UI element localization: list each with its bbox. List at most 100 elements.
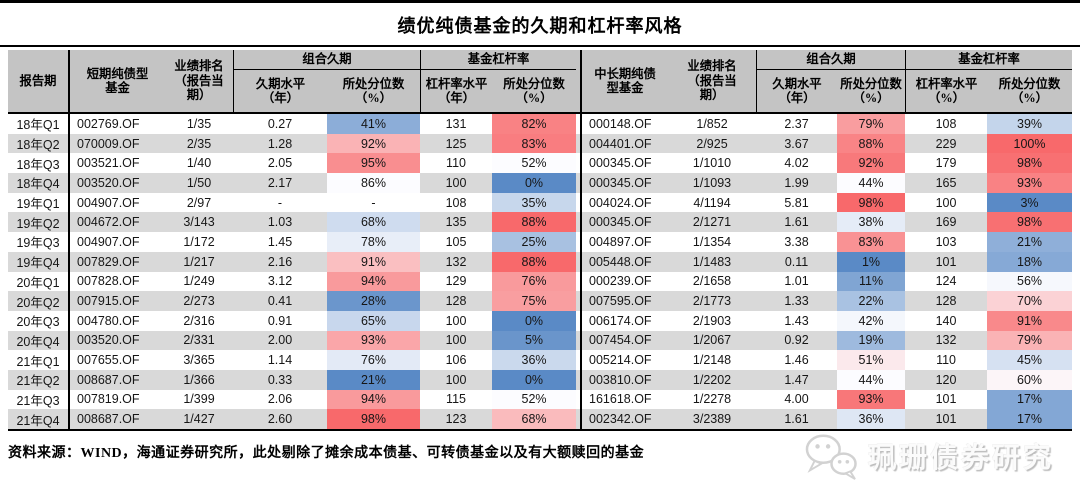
table-row: 18年Q2 070009.OF 2/35 1.28 92% 125 83% 004401.OF…: [8, 133, 1073, 154]
short-duration-cell: 1.03: [233, 212, 327, 233]
long-fund-code-cell: 004401.OF: [582, 133, 669, 154]
long-duration-cell: 2.37: [756, 114, 838, 134]
short-duration-cell: -: [233, 192, 327, 213]
long-leverage-pct-cell: 56%: [987, 271, 1073, 292]
short-duration-pct-cell: 68%: [327, 212, 421, 233]
short-rank-cell: 1/40: [165, 153, 233, 174]
period-cell: 21年Q3: [8, 389, 70, 410]
short-leverage-cell: 125: [420, 133, 493, 154]
period-cell: 20年Q2: [8, 291, 70, 311]
short-duration-pct-cell: 28%: [327, 291, 421, 311]
header-duration-group-right: 组合久期: [756, 50, 906, 70]
table-row: 20年Q1 007828.OF 1/249 3.12 94% 129 76% 000239.O…: [8, 271, 1073, 292]
short-duration-pct-cell: 76%: [327, 350, 421, 370]
short-rank-cell: 2/316: [165, 310, 233, 331]
long-rank-cell: 1/1354: [668, 232, 757, 252]
half-divider-cell: [576, 350, 583, 370]
short-duration-cell: 0.91: [233, 310, 327, 331]
long-duration-cell: 1.99: [756, 173, 838, 193]
table-row: 18年Q4 003520.OF 1/50 2.17 86% 100 0% 000345.OF 1…: [8, 173, 1073, 193]
short-duration-cell: 2.17: [233, 173, 327, 193]
table-row: 19年Q2 004672.OF 3/143 1.03 68% 135 88% 000345.O…: [8, 212, 1073, 233]
short-leverage-pct-cell: 88%: [492, 212, 577, 233]
short-fund-code-cell: 007829.OF: [70, 251, 165, 272]
half-divider-cell: [576, 192, 583, 213]
long-rank-cell: 4/1194: [668, 192, 757, 213]
table-row: 20年Q3 004780.OF 2/316 0.91 65% 100 0% 006174.OF…: [8, 310, 1073, 331]
short-duration-cell: 0.27: [233, 114, 327, 134]
half-divider-cell: [576, 409, 583, 429]
long-duration-cell: 0.11: [756, 251, 838, 272]
short-duration-cell: 2.00: [233, 330, 327, 351]
short-fund-code-cell: 004780.OF: [70, 310, 165, 331]
short-leverage-cell: 108: [420, 192, 493, 213]
long-rank-cell: 2/1903: [668, 310, 757, 331]
short-rank-cell: 2/273: [165, 291, 233, 311]
short-duration-pct-cell: 93%: [327, 330, 421, 351]
half-divider-cell: [576, 232, 583, 252]
short-fund-code-cell: 008687.OF: [70, 409, 165, 429]
long-fund-code-cell: 000345.OF: [582, 153, 669, 174]
long-duration-pct-cell: 44%: [837, 369, 906, 390]
half-divider-cell: [576, 114, 583, 134]
long-leverage-pct-cell: 91%: [987, 310, 1073, 331]
short-leverage-pct-cell: 0%: [492, 310, 577, 331]
long-leverage-cell: 110: [905, 350, 988, 370]
long-leverage-cell: 140: [905, 310, 988, 331]
long-duration-pct-cell: 79%: [837, 114, 906, 134]
long-duration-cell: 1.47: [756, 369, 838, 390]
long-duration-pct-cell: 22%: [837, 291, 906, 311]
long-fund-code-cell: 161618.OF: [582, 389, 669, 410]
long-leverage-cell: 120: [905, 369, 988, 390]
short-duration-pct-cell: 86%: [327, 173, 421, 193]
short-rank-cell: 2/331: [165, 330, 233, 351]
short-fund-code-cell: 070009.OF: [70, 133, 165, 154]
long-duration-cell: 1.61: [756, 409, 838, 429]
short-rank-cell: 1/50: [165, 173, 233, 193]
short-leverage-pct-cell: 52%: [492, 389, 577, 410]
long-fund-code-cell: 002342.OF: [582, 409, 669, 429]
long-duration-cell: 4.02: [756, 153, 838, 174]
long-duration-cell: 4.00: [756, 389, 838, 410]
long-leverage-cell: 100: [905, 192, 988, 213]
short-leverage-cell: 110: [420, 153, 493, 174]
long-duration-pct-cell: 42%: [837, 310, 906, 331]
period-cell: 19年Q3: [8, 232, 70, 252]
header-long-fund: 中长期纯债 型基金: [582, 50, 669, 114]
half-divider-cell: [576, 369, 583, 390]
short-fund-code-cell: 003520.OF: [70, 330, 165, 351]
short-leverage-pct-cell: 83%: [492, 133, 577, 154]
long-leverage-pct-cell: 45%: [987, 350, 1073, 370]
short-duration-pct-cell: 94%: [327, 271, 421, 292]
header-leverage-group-right: 基金杠杆率: [905, 50, 1073, 70]
long-rank-cell: 1/2278: [668, 389, 757, 410]
period-cell: 18年Q1: [8, 114, 70, 134]
short-leverage-pct-cell: 76%: [492, 271, 577, 292]
long-fund-code-cell: 007454.OF: [582, 330, 669, 351]
short-duration-cell: 3.12: [233, 271, 327, 292]
long-duration-pct-cell: 93%: [837, 389, 906, 410]
short-leverage-cell: 131: [420, 114, 493, 134]
long-duration-pct-cell: 19%: [837, 330, 906, 351]
short-leverage-cell: 132: [420, 251, 493, 272]
short-rank-cell: 1/249: [165, 271, 233, 292]
period-cell: 18年Q2: [8, 133, 70, 154]
table-row: 19年Q3 004907.OF 1/172 1.45 78% 105 25% 004897.O…: [8, 232, 1073, 252]
half-divider-cell: [576, 271, 583, 292]
short-leverage-pct-cell: 88%: [492, 251, 577, 272]
short-rank-cell: 1/217: [165, 251, 233, 272]
long-duration-pct-cell: 88%: [837, 133, 906, 154]
short-leverage-cell: 135: [420, 212, 493, 233]
short-leverage-cell: 123: [420, 409, 493, 429]
header-dur-level-left: 久期水平 （年）: [233, 70, 327, 114]
long-rank-cell: 1/1483: [668, 251, 757, 272]
half-divider-cell: [576, 251, 583, 272]
short-duration-pct-cell: 41%: [327, 114, 421, 134]
table-row: 20年Q2 007915.OF 2/273 0.41 28% 128 75% 007595.O…: [8, 291, 1073, 311]
short-leverage-pct-cell: 5%: [492, 330, 577, 351]
header-lev-pct-left: 所处分位数 （%）: [492, 70, 577, 114]
long-leverage-pct-cell: 93%: [987, 173, 1073, 193]
long-duration-cell: 1.61: [756, 212, 838, 233]
long-leverage-pct-cell: 70%: [987, 291, 1073, 311]
